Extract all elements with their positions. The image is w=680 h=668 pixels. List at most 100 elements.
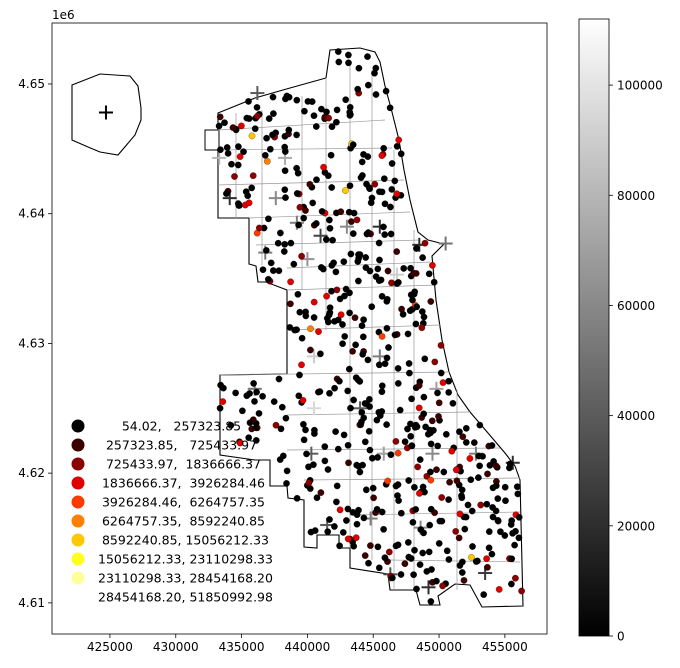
legend-marker [71, 438, 85, 452]
data-point [464, 501, 472, 509]
data-point [363, 400, 370, 408]
data-point [387, 203, 394, 211]
legend-marker [71, 419, 85, 433]
data-point [293, 190, 301, 197]
data-point [340, 431, 348, 439]
data-point [294, 290, 302, 298]
x-axis: 425000 430000 435000 440000 445000 450000 4550… [87, 634, 528, 654]
data-point [435, 399, 443, 407]
data-point [303, 450, 310, 458]
data-point [321, 457, 329, 465]
data-point [360, 316, 367, 324]
data-point [439, 379, 447, 386]
data-point [254, 112, 261, 120]
data-point [293, 326, 300, 334]
data-point [341, 333, 349, 340]
data-point [352, 374, 360, 382]
community-boundary [286, 261, 431, 269]
data-point [219, 398, 227, 405]
data-point [389, 574, 396, 582]
y-tick-label: 4.63 [18, 336, 45, 350]
community-boundary [217, 147, 393, 151]
data-point [375, 564, 383, 572]
data-point [231, 173, 238, 180]
data-point [342, 96, 350, 104]
data-point [413, 245, 420, 252]
data-point [380, 525, 387, 533]
data-point [355, 255, 362, 262]
data-point [302, 207, 309, 214]
data-point [437, 342, 445, 349]
y-tick-label: 4.64 [18, 207, 45, 221]
x-tick-label: 455000 [482, 640, 528, 654]
colorbar-tick-label: 40000 [617, 409, 655, 423]
data-point [476, 462, 483, 470]
data-point [331, 384, 338, 392]
data-point [419, 254, 426, 261]
data-point [287, 300, 294, 308]
data-point [252, 437, 260, 444]
data-point [343, 517, 350, 524]
data-point [328, 184, 336, 191]
data-point [307, 325, 314, 333]
data-point [425, 548, 433, 556]
data-point [355, 64, 363, 72]
data-point [416, 490, 423, 497]
data-point [383, 421, 390, 428]
data-point [282, 95, 289, 103]
data-point [507, 521, 515, 528]
data-point [371, 180, 379, 188]
centroid-cross [389, 267, 404, 282]
data-point [502, 497, 509, 505]
data-point [248, 132, 256, 140]
data-point [331, 523, 338, 530]
data-point [367, 542, 374, 549]
data-point [433, 466, 440, 474]
data-point [278, 403, 286, 411]
legend-marker [71, 495, 85, 509]
data-point [339, 529, 347, 536]
data-point [309, 199, 317, 207]
data-point [453, 477, 461, 485]
data-point [346, 112, 354, 119]
data-point [479, 452, 486, 460]
centroid-cross [425, 446, 440, 461]
data-point [439, 582, 446, 590]
data-point [423, 568, 431, 575]
data-point [232, 389, 239, 397]
data-point [251, 398, 258, 405]
legend-label: 6264757.35, 8592240.85 [98, 514, 265, 529]
data-point [313, 494, 321, 502]
data-point [217, 146, 224, 154]
data-point [427, 468, 434, 476]
data-point [414, 463, 422, 471]
data-point [352, 534, 360, 542]
data-point [485, 528, 493, 535]
data-point [344, 441, 352, 449]
data-point [381, 200, 389, 208]
data-point [286, 324, 294, 331]
data-point [459, 433, 467, 441]
data-point [415, 404, 423, 412]
data-point [501, 532, 509, 539]
data-point [305, 479, 313, 487]
x-tick-label: 445000 [350, 640, 396, 654]
data-point [326, 216, 333, 224]
data-point [413, 303, 421, 311]
data-point [216, 113, 224, 121]
data-point [366, 446, 374, 454]
data-point [462, 424, 470, 432]
data-point [293, 494, 301, 502]
data-point [328, 123, 336, 131]
data-point [378, 388, 386, 396]
colorbar-tick-label: 20000 [617, 519, 655, 533]
data-point [275, 267, 283, 275]
data-point [277, 229, 284, 237]
data-point [368, 454, 376, 462]
centroid-cross [339, 219, 354, 234]
data-point [426, 521, 434, 529]
centroid-cross [98, 105, 113, 120]
legend-label: 1836666.37, 3926284.46 [98, 476, 265, 491]
data-point [488, 550, 496, 558]
centroid-cross [306, 401, 321, 416]
